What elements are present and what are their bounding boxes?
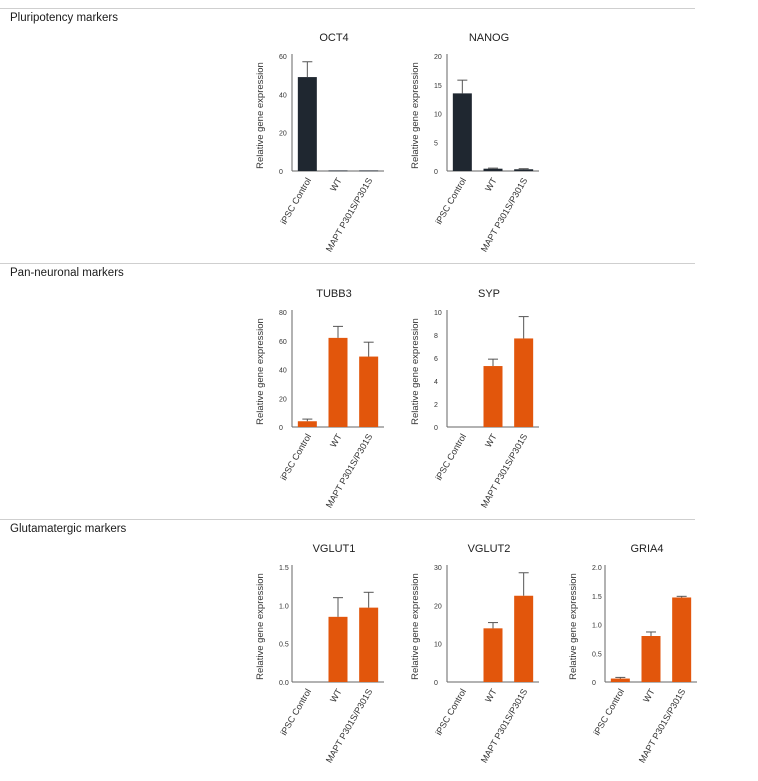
chart-vglut1-bar [328,616,348,682]
chart-tubb3: TUBB3 Relative gene expression 0 20 40 60 80 iP… [255,288,384,510]
chart-nanog-category-label: WT [483,176,499,194]
chart-gria4-ytick-label: 0 [592,680,596,687]
chart-gria4-ytick-label: 1.0 [592,623,602,630]
chart-syp-ytick-label: 8 [434,333,438,340]
chart-tubb3-category-label: iPSC Control [278,432,313,482]
section-title-pluripotency: Pluripotency markers [10,12,119,24]
chart-syp-category-label: iPSC Control [433,432,468,482]
chart-tubb3-bar [359,356,379,427]
chart-syp-ytick-label: 0 [434,425,438,432]
chart-tubb3-ytick-label: 0 [279,425,283,432]
chart-gria4-bar [610,678,630,682]
chart-gria4-ylabel: Relative gene expression [568,573,579,680]
chart-vglut2-bar [483,628,503,682]
chart-syp-ytick-label: 10 [434,310,442,317]
chart-gria4-ytick-label: 1.5 [592,594,602,601]
chart-nanog-ytick-label: 10 [434,112,442,119]
chart-syp-title: SYP [478,288,500,300]
section-divider [0,263,695,264]
chart-tubb3-category-label: WT [328,432,344,450]
chart-nanog-bar [452,93,472,171]
chart-vglut2-category-label: iPSC Control [433,687,468,737]
section-divider [0,8,695,9]
chart-oct4-ytick-label: 40 [279,92,287,99]
chart-tubb3-ytick-label: 40 [279,368,287,375]
chart-oct4-category-label: WT [328,176,344,194]
chart-vglut1-ylabel: Relative gene expression [255,573,266,680]
chart-syp: SYP Relative gene expression 0 2 4 6 8 10 iPSC C… [410,288,539,510]
chart-vglut1-ytick-label: 1.5 [279,565,289,572]
chart-oct4-title: OCT4 [319,32,348,44]
chart-gria4-bar [672,597,692,682]
chart-syp-ytick-label: 4 [434,379,438,386]
section-divider [0,519,695,520]
chart-nanog: NANOG Relative gene expression 0 5 10 15 20 iPS… [410,32,539,254]
chart-syp-ytick-label: 2 [434,402,438,409]
chart-nanog-ytick-label: 15 [434,83,442,90]
chart-vglut1-ytick-label: 0.5 [279,642,289,649]
chart-vglut1-category-label: WT [328,687,344,705]
chart-gria4-category-label: WT [641,687,657,705]
chart-oct4-ytick-label: 60 [279,54,287,61]
chart-vglut2-ytick-label: 10 [434,642,442,649]
chart-vglut2-ylabel: Relative gene expression [410,573,421,680]
chart-syp-bar [483,366,503,427]
chart-vglut1-ytick-label: 0.0 [279,680,289,687]
chart-tubb3-ytick-label: 20 [279,396,287,403]
chart-syp-bar [514,338,534,427]
chart-nanog-ytick-label: 20 [434,54,442,61]
chart-oct4-ytick-label: 0 [279,169,283,176]
chart-oct4-bar [328,170,348,172]
chart-gria4-bar [641,636,661,682]
chart-gria4-ytick-label: 0.5 [592,651,602,658]
chart-tubb3-ytick-label: 60 [279,339,287,346]
chart-gria4-ytick-label: 2.0 [592,565,602,572]
chart-gria4: GRIA4 Relative gene expression 0 0.5 1.0 1.5 2… [568,543,697,765]
chart-gria4-title: GRIA4 [630,543,663,555]
section-title-glutamatergic: Glutamatergic markers [10,523,127,535]
chart-vglut2-ytick-label: 20 [434,603,442,610]
chart-tubb3-title: TUBB3 [316,288,351,300]
chart-oct4-ytick-label: 20 [279,131,287,138]
chart-vglut1-bar [359,607,379,682]
chart-vglut1-category-label: iPSC Control [278,687,313,737]
chart-nanog-bar [483,168,503,171]
chart-vglut2-ytick-label: 0 [434,680,438,687]
chart-tubb3-bar [297,421,317,427]
chart-nanog-bar [514,169,534,171]
chart-vglut2: VGLUT2 Relative gene expression 0 10 20 30 iPS… [410,543,539,765]
chart-oct4-bar [297,77,317,171]
chart-vglut1-title: VGLUT1 [313,543,356,555]
chart-nanog-ytick-label: 5 [434,140,438,147]
chart-vglut2-category-label: WT [483,687,499,705]
chart-vglut2-title: VGLUT2 [468,543,511,555]
chart-nanog-category-label: iPSC Control [433,176,468,226]
chart-syp-category-label: WT [483,432,499,450]
chart-oct4-bar [359,170,379,172]
chart-nanog-ylabel: Relative gene expression [410,62,421,169]
chart-vglut2-ytick-label: 30 [434,565,442,572]
chart-oct4-ylabel: Relative gene expression [255,62,266,169]
chart-oct4-category-label: iPSC Control [278,176,313,226]
chart-syp-ytick-label: 6 [434,356,438,363]
chart-tubb3-ytick-label: 80 [279,310,287,317]
chart-gria4-category-label: iPSC Control [591,687,626,737]
chart-vglut1: VGLUT1 Relative gene expression 0.0 0.5 1.0 1… [255,543,384,765]
section-title-pan-neuronal: Pan-neuronal markers [10,267,124,279]
chart-tubb3-bar [328,337,348,427]
chart-nanog-title: NANOG [469,32,509,44]
chart-vglut2-bar [514,595,534,682]
chart-syp-ylabel: Relative gene expression [410,318,421,425]
chart-nanog-ytick-label: 0 [434,169,438,176]
chart-oct4: OCT4 Relative gene expression 0 20 40 60 iPSC … [255,32,384,254]
chart-tubb3-ylabel: Relative gene expression [255,318,266,425]
chart-vglut1-ytick-label: 1.0 [279,603,289,610]
